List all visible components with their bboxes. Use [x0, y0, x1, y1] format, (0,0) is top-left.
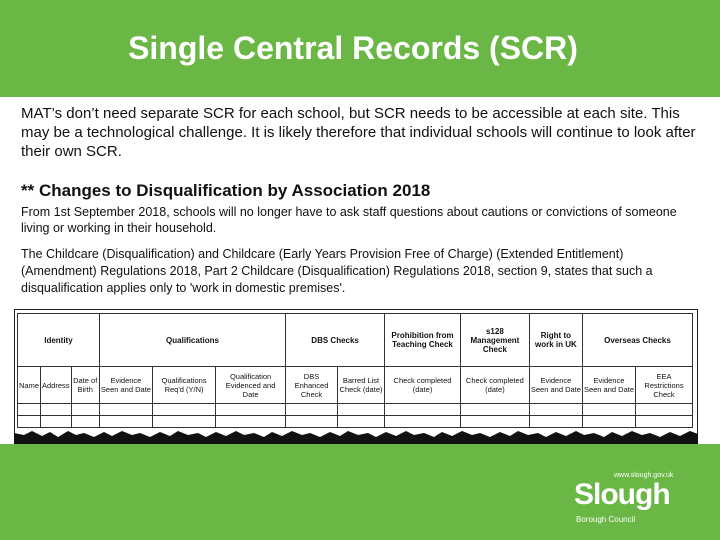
col-overseas-evidence: Evidence Seen and Date: [581, 366, 637, 404]
logo-name: Slough: [574, 478, 671, 511]
logo-council: Borough Council: [576, 515, 636, 524]
section-heading: ** Changes to Disqualification by Associ…: [21, 181, 431, 200]
col-eea-check: EEA Restrictions Check: [635, 366, 693, 404]
col-address: Address: [40, 366, 72, 404]
col-rtw-evidence: Evidence Seen and Date: [528, 366, 583, 404]
col-prohibition-check: Check completed (date): [384, 366, 461, 404]
logo-url: www.slough.gov.uk: [614, 472, 674, 479]
group-dbs: DBS Checks: [285, 313, 386, 367]
slough-logo: www.slough.gov.uk Slough Borough Council: [574, 472, 684, 528]
table-row: [16, 415, 693, 428]
group-header-row: Identity Qualifications DBS Checks Prohi…: [17, 313, 694, 367]
page-title: Single Central Records (SCR): [128, 30, 578, 66]
column-header-row: Name Address Date of Birth Evidence Seen…: [16, 366, 693, 404]
col-dbs-enhanced: DBS Enhanced Check: [285, 366, 338, 404]
scr-table-image: Identity Qualifications DBS Checks Prohi…: [14, 309, 698, 442]
col-identity-evidence: Evidence Seen and Date: [98, 366, 153, 404]
group-right-to-work: Right to work in UK: [528, 313, 583, 367]
torn-edge: [14, 431, 698, 445]
slide-body: MAT’s don’t need separate SCR for each s…: [21, 104, 701, 297]
footer-bar: www.slough.gov.uk Slough Borough Council: [0, 444, 720, 540]
group-overseas: Overseas Checks: [581, 313, 694, 367]
scr-table: Identity Qualifications DBS Checks Prohi…: [16, 313, 694, 428]
col-qual-evidenced: Qualification Evidenced and Date: [215, 366, 287, 404]
intro-text: MAT’s don’t need separate SCR for each s…: [21, 105, 696, 160]
table-row: [16, 403, 693, 416]
col-barred-list: Barred List Check (date): [336, 366, 386, 404]
col-dob: Date of Birth: [70, 366, 100, 404]
group-prohibition: Prohibition from Teaching Check: [384, 313, 461, 367]
col-name: Name: [16, 366, 42, 404]
paragraph-2: The Childcare (Disqualification) and Chi…: [21, 247, 653, 295]
group-identity: Identity: [17, 313, 100, 367]
col-s128-check: Check completed (date): [459, 366, 530, 404]
paragraph-1: From 1st September 2018, schools will no…: [21, 205, 677, 235]
title-bar: Single Central Records (SCR): [0, 0, 720, 97]
group-s128: s128 Management Check: [459, 313, 530, 367]
group-qualifications: Qualifications: [98, 313, 287, 367]
col-qual-required: Qualifications Req'd (Y/N): [151, 366, 217, 404]
